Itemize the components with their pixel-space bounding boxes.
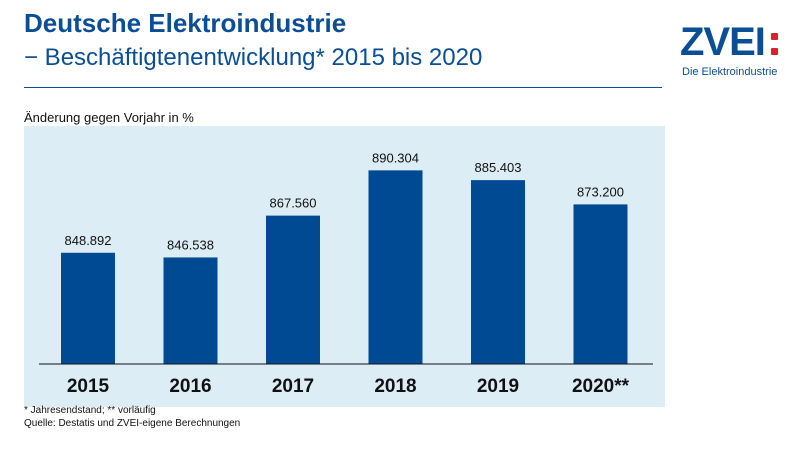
logo-wordmark: ZVEI — [680, 20, 766, 64]
category-label: 2016 — [169, 376, 211, 397]
value-label: 867.560 — [270, 196, 317, 211]
bar-2018 — [368, 170, 423, 364]
bars-layer: 848.892 2015 846.538 2016 867.560 2017 890.304… — [61, 150, 630, 397]
bar-2017 — [266, 215, 320, 364]
category-label: 2019 — [477, 376, 519, 397]
page-subtitle: − Beschäftigtenentwicklung* 2015 bis 202… — [24, 44, 483, 71]
bar-2015 — [61, 252, 115, 364]
category-label: 2015 — [67, 376, 110, 397]
category-label: 2018 — [374, 376, 416, 397]
plot-background — [24, 126, 665, 407]
value-label: 846.538 — [167, 237, 214, 252]
logo-dot-top — [771, 33, 778, 40]
value-label: 873.200 — [577, 184, 624, 199]
footnote: * Jahresendstand; ** vorläufig — [24, 405, 156, 416]
logo-dot-bottom — [771, 48, 778, 55]
source-note: Quelle: Destatis und ZVEI-eigene Berechn… — [24, 418, 241, 429]
page-title: Deutsche Elektroindustrie — [24, 8, 347, 38]
bar-2019 — [471, 180, 525, 364]
value-label: 885.403 — [475, 160, 522, 175]
value-label: 848.892 — [65, 233, 112, 248]
bar-2020 — [573, 204, 628, 364]
category-label: 2020** — [572, 376, 630, 397]
zvei-logo: ZVEI Die Elektroindustrie — [680, 22, 780, 80]
bar-2016 — [163, 257, 218, 364]
value-label: 890.304 — [372, 150, 419, 165]
logo-tagline: Die Elektroindustrie — [682, 66, 778, 78]
header-divider — [24, 87, 662, 88]
y-axis-label: Änderung gegen Vorjahr in % — [24, 110, 194, 125]
category-label: 2017 — [272, 376, 314, 397]
